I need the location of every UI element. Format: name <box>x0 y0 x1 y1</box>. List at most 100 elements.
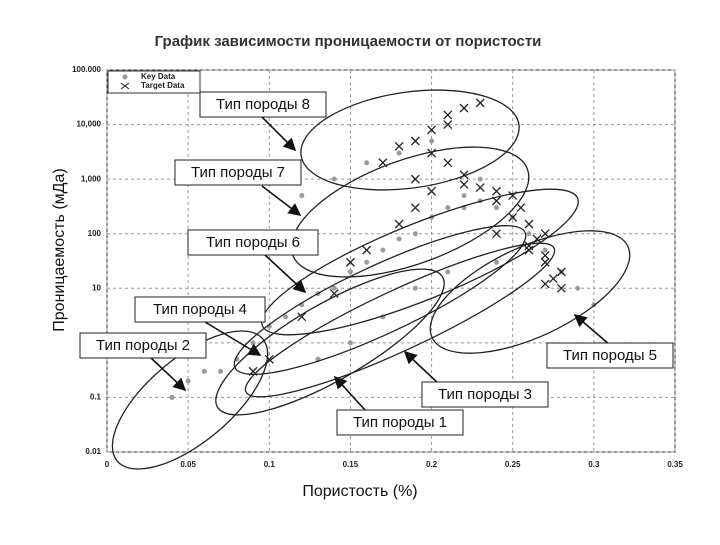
y-tick-label: 0.1 <box>90 393 102 402</box>
x-tick-label: 0.15 <box>343 460 359 469</box>
label-box <box>546 342 674 369</box>
ellipse <box>300 89 520 191</box>
ellipse <box>244 242 556 398</box>
point <box>548 274 558 284</box>
ellipse <box>261 188 579 336</box>
y-tick-label: 1,000 <box>81 174 102 183</box>
point <box>329 289 339 299</box>
point <box>427 148 437 158</box>
plot-frame <box>106 69 676 453</box>
point <box>445 205 451 211</box>
x-tick-label: 0.35 <box>667 460 683 469</box>
point <box>427 186 437 196</box>
point <box>410 136 420 146</box>
label-box <box>134 296 266 323</box>
arrow <box>264 254 307 294</box>
annotation: Тип породы 7 <box>191 164 285 181</box>
point <box>427 125 437 135</box>
point <box>477 176 483 182</box>
point <box>575 285 581 291</box>
y-axis-label: Проницаемость (мДа) <box>51 168 68 331</box>
point <box>540 257 550 267</box>
annotation: Тип породы 8 <box>216 96 310 113</box>
label-box <box>421 381 549 408</box>
point <box>475 183 485 193</box>
point <box>429 138 435 144</box>
point <box>459 103 469 113</box>
point <box>524 219 534 229</box>
arrow <box>403 350 441 386</box>
arrow <box>573 313 611 346</box>
point <box>516 203 526 213</box>
legend-box <box>107 70 201 94</box>
point <box>542 247 548 253</box>
callouts: Тип породы 8 Тип породы 7 Тип породы 6 Т… <box>79 91 674 436</box>
point <box>443 110 453 120</box>
point <box>218 368 224 374</box>
point <box>410 203 420 213</box>
point <box>347 340 353 346</box>
point <box>394 141 404 151</box>
point <box>396 236 402 242</box>
arrow <box>333 375 366 411</box>
annotation: Тип породы 4 <box>153 301 247 318</box>
x-tick-label: 0 <box>105 460 110 469</box>
annotation: Тип породы 1 <box>353 414 447 431</box>
legend-marker <box>122 74 128 80</box>
label-box <box>199 91 327 118</box>
point <box>493 259 499 265</box>
label-box <box>79 332 207 359</box>
label-box <box>336 409 464 436</box>
x-tick-label: 0.3 <box>588 460 600 469</box>
point <box>492 186 501 196</box>
ellipse <box>111 330 269 470</box>
point <box>364 259 370 265</box>
y-tick-label: 100 <box>88 229 102 238</box>
point <box>185 378 191 384</box>
arrow <box>149 356 187 392</box>
point <box>461 193 467 199</box>
point <box>297 312 307 322</box>
y-tick-label: 100.000 <box>72 65 101 74</box>
legend-label: Key Data <box>141 72 176 81</box>
legend-marker <box>120 82 130 90</box>
point <box>394 219 404 229</box>
point <box>380 247 386 253</box>
point <box>331 176 337 182</box>
annotation: Тип породы 3 <box>438 386 532 403</box>
point <box>347 269 353 275</box>
point <box>345 257 355 267</box>
label-box <box>174 159 302 186</box>
point <box>283 314 289 320</box>
arrow <box>204 321 262 356</box>
point <box>556 283 566 293</box>
point <box>299 193 305 199</box>
label-box <box>187 229 319 256</box>
point <box>540 250 550 260</box>
point <box>412 231 418 237</box>
point <box>526 231 532 237</box>
annotation: Тип породы 2 <box>96 337 190 354</box>
annotation: Тип породы 5 <box>563 347 657 364</box>
point <box>540 229 550 239</box>
y-tick-label: 10 <box>92 283 101 292</box>
point <box>445 269 451 275</box>
point <box>250 340 256 346</box>
x-axis-label: Пористость (%) <box>302 483 417 500</box>
ellipses <box>111 89 631 470</box>
annotation: Тип породы 6 <box>206 234 300 251</box>
point <box>364 160 370 166</box>
x-tick-label: 0.25 <box>505 460 521 469</box>
ellipse <box>215 268 445 416</box>
point <box>201 368 207 374</box>
point <box>169 394 175 400</box>
arrow <box>261 185 302 216</box>
point <box>412 285 418 291</box>
point <box>540 279 550 289</box>
x-tick-label: 0.05 <box>180 460 196 469</box>
point <box>508 212 518 222</box>
point <box>493 205 499 211</box>
point <box>475 98 485 108</box>
point <box>396 150 402 156</box>
point <box>591 302 597 308</box>
